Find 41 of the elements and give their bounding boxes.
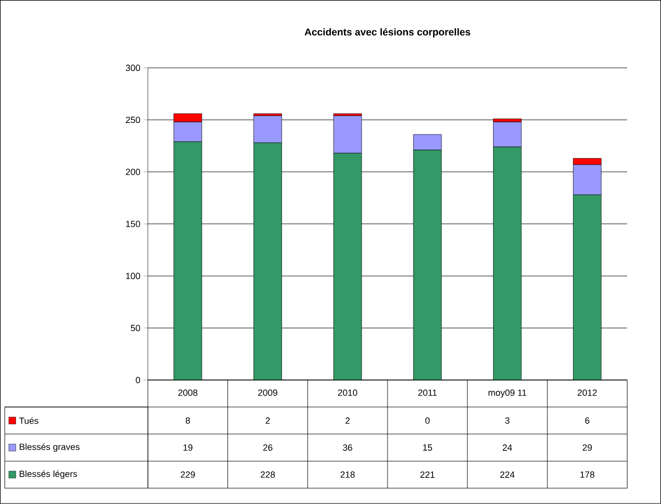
x-tick-label: moy09 11 bbox=[488, 390, 526, 398]
bar bbox=[333, 153, 362, 380]
data-label: 228 bbox=[260, 471, 275, 478]
bar bbox=[493, 146, 522, 380]
data-label: 24 bbox=[502, 444, 512, 451]
bar bbox=[174, 142, 202, 380]
y-tick-label: 100 bbox=[126, 272, 140, 280]
x-tick-label: 2008 bbox=[178, 390, 198, 396]
data-label: 221 bbox=[420, 471, 435, 478]
data-label: 6 bbox=[585, 417, 590, 424]
bar bbox=[573, 194, 602, 380]
chart-title: Accidents avec lésions corporelles bbox=[304, 28, 470, 38]
x-tick-label: 2011 bbox=[418, 390, 437, 396]
data-label: 26 bbox=[263, 444, 272, 451]
data-label: 2 bbox=[266, 417, 270, 424]
data-label: 15 bbox=[423, 444, 432, 451]
bar bbox=[413, 150, 442, 380]
data-label: 178 bbox=[580, 471, 594, 478]
y-tick-label: 50 bbox=[130, 324, 140, 332]
x-tick-label: 2010 bbox=[338, 390, 358, 396]
data-label: 36 bbox=[342, 444, 352, 451]
x-tick-label: 2009 bbox=[258, 390, 278, 396]
y-tick-label: 200 bbox=[126, 168, 140, 176]
data-label: 8 bbox=[186, 417, 190, 424]
y-tick-label: 250 bbox=[126, 116, 140, 124]
data-label: 218 bbox=[340, 471, 355, 478]
data-label: 19 bbox=[184, 444, 192, 451]
bar bbox=[253, 142, 282, 380]
legend-label: Blessés graves bbox=[20, 443, 80, 452]
y-tick-label: 300 bbox=[126, 64, 140, 72]
legend-label: Tués bbox=[19, 417, 38, 424]
data-label: 3 bbox=[505, 417, 510, 424]
x-tick-label: 2012 bbox=[578, 390, 597, 396]
data-label: 2 bbox=[346, 417, 350, 424]
data-label: 224 bbox=[500, 471, 515, 478]
y-tick-label: 0 bbox=[136, 376, 140, 384]
data-label: 0 bbox=[425, 417, 430, 424]
y-tick-label: 150 bbox=[126, 220, 140, 228]
data-label: 229 bbox=[180, 471, 195, 478]
data-label: 29 bbox=[582, 444, 592, 451]
legend-label: Blessés légers bbox=[20, 470, 78, 479]
